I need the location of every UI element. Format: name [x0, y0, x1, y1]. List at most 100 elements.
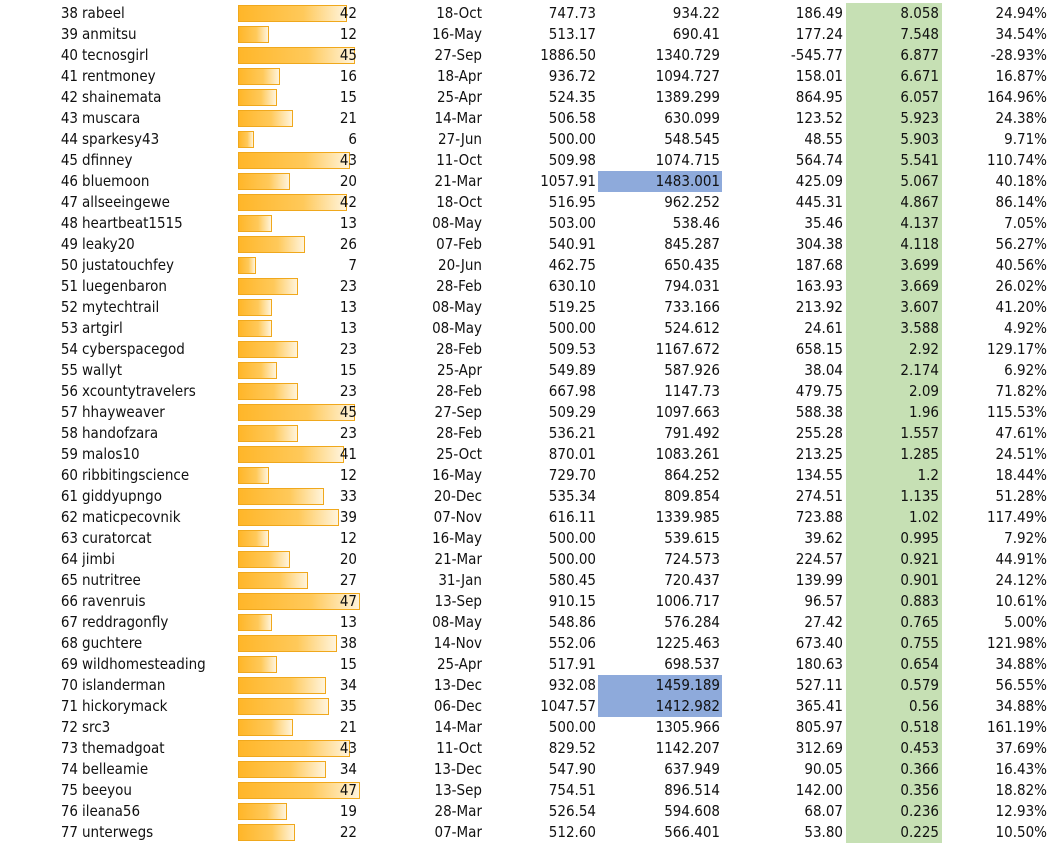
gain-cell[interactable]: 39.62	[804, 529, 843, 547]
current-value-cell[interactable]: 539.615	[664, 529, 720, 547]
current-value-cell[interactable]: 724.573	[664, 550, 720, 568]
rank-cell[interactable]: 64	[60, 550, 78, 568]
current-value-cell[interactable]: 1340.729	[655, 46, 720, 64]
username-cell[interactable]: wallyt	[82, 361, 123, 379]
percent-cell[interactable]: 110.74%	[986, 151, 1047, 169]
username-cell[interactable]: src3	[82, 718, 111, 736]
rank-cell[interactable]: 50	[60, 256, 78, 274]
date-cell[interactable]: 06-Dec	[433, 697, 482, 715]
start-value-cell[interactable]: 1047.57	[540, 697, 596, 715]
gain-cell[interactable]: 425.09	[795, 172, 843, 190]
percent-cell[interactable]: 34.88%	[995, 655, 1047, 673]
rate-cell[interactable]: 0.654	[846, 654, 942, 675]
percent-cell[interactable]: -28.93%	[990, 46, 1047, 64]
start-value-cell[interactable]: 500.00	[548, 130, 596, 148]
rate-cell[interactable]: 0.579	[846, 675, 942, 696]
percent-cell[interactable]: 121.98%	[986, 634, 1047, 652]
percent-cell[interactable]: 47.61%	[995, 424, 1047, 442]
start-value-cell[interactable]: 1057.91	[540, 172, 596, 190]
username-cell[interactable]: giddyupngo	[82, 487, 162, 505]
count-cell[interactable]: 12	[238, 24, 361, 45]
rate-cell[interactable]: 5.903	[846, 129, 942, 150]
rank-cell[interactable]: 47	[60, 193, 78, 211]
percent-cell[interactable]: 7.05%	[1004, 214, 1047, 232]
username-cell[interactable]: beeyou	[82, 781, 132, 799]
start-value-cell[interactable]: 870.01	[548, 445, 596, 463]
start-value-cell[interactable]: 829.52	[548, 739, 596, 757]
rank-cell[interactable]: 77	[60, 823, 78, 841]
date-cell[interactable]: 28-Feb	[436, 382, 482, 400]
current-value-cell[interactable]: 690.41	[672, 25, 720, 43]
start-value-cell[interactable]: 548.86	[548, 613, 596, 631]
start-value-cell[interactable]: 503.00	[548, 214, 596, 232]
current-value-cell[interactable]: 1389.299	[655, 88, 720, 106]
username-cell[interactable]: anmitsu	[82, 25, 137, 43]
username-cell[interactable]: leaky20	[82, 235, 135, 253]
username-cell[interactable]: guchtere	[82, 634, 143, 652]
gain-cell[interactable]: 68.07	[804, 802, 843, 820]
username-cell[interactable]: wildhomesteading	[82, 655, 206, 673]
date-cell[interactable]: 18-Oct	[436, 193, 482, 211]
username-cell[interactable]: hickorymack	[82, 697, 168, 715]
count-cell[interactable]: 39	[238, 507, 361, 528]
gain-cell[interactable]: 723.88	[795, 508, 843, 526]
gain-cell[interactable]: 24.61	[804, 319, 843, 337]
start-value-cell[interactable]: 630.10	[548, 277, 596, 295]
rank-cell[interactable]: 57	[60, 403, 78, 421]
gain-cell[interactable]: 163.93	[795, 277, 843, 295]
rank-cell[interactable]: 60	[60, 466, 78, 484]
rank-cell[interactable]: 61	[60, 487, 78, 505]
rate-cell[interactable]: 0.765	[846, 612, 942, 633]
start-value-cell[interactable]: 512.60	[548, 823, 596, 841]
date-cell[interactable]: 13-Sep	[434, 592, 482, 610]
start-value-cell[interactable]: 500.00	[548, 718, 596, 736]
rate-cell[interactable]: 2.174	[846, 360, 942, 381]
count-cell[interactable]: 42	[238, 3, 361, 24]
date-cell[interactable]: 20-Dec	[433, 487, 482, 505]
gain-cell[interactable]: 445.31	[795, 193, 843, 211]
current-value-cell[interactable]: 1142.207	[655, 739, 720, 757]
rank-cell[interactable]: 54	[60, 340, 78, 358]
date-cell[interactable]: 13-Dec	[433, 760, 482, 778]
current-value-cell[interactable]: 896.514	[664, 781, 720, 799]
start-value-cell[interactable]: 1886.50	[540, 46, 596, 64]
rate-cell[interactable]: 5.923	[846, 108, 942, 129]
username-cell[interactable]: maticpecovnik	[82, 508, 181, 526]
rank-cell[interactable]: 46	[60, 172, 78, 190]
rate-cell[interactable]: 0.755	[846, 633, 942, 654]
rate-cell[interactable]: 6.057	[846, 87, 942, 108]
date-cell[interactable]: 16-May	[432, 466, 482, 484]
start-value-cell[interactable]: 526.54	[548, 802, 596, 820]
percent-cell[interactable]: 18.82%	[995, 781, 1047, 799]
percent-cell[interactable]: 86.14%	[995, 193, 1047, 211]
count-cell[interactable]: 15	[238, 654, 361, 675]
gain-cell[interactable]: 158.01	[795, 67, 843, 85]
date-cell[interactable]: 16-May	[432, 529, 482, 547]
start-value-cell[interactable]: 747.73	[548, 4, 596, 22]
gain-cell[interactable]: 304.38	[795, 235, 843, 253]
start-value-cell[interactable]: 524.35	[548, 88, 596, 106]
gain-cell[interactable]: 805.97	[795, 718, 843, 736]
percent-cell[interactable]: 164.96%	[986, 88, 1047, 106]
percent-cell[interactable]: 24.94%	[995, 4, 1047, 22]
gain-cell[interactable]: 673.40	[795, 634, 843, 652]
count-cell[interactable]: 45	[238, 45, 361, 66]
current-value-cell[interactable]: 1006.717	[655, 592, 720, 610]
username-cell[interactable]: xcountytravelers	[82, 382, 196, 400]
count-cell[interactable]: 43	[238, 150, 361, 171]
gain-cell[interactable]: 27.42	[804, 613, 843, 631]
percent-cell[interactable]: 41.20%	[995, 298, 1047, 316]
start-value-cell[interactable]: 932.08	[548, 676, 596, 694]
username-cell[interactable]: heartbeat1515	[82, 214, 183, 232]
count-cell[interactable]: 15	[238, 87, 361, 108]
current-value-cell[interactable]: 1412.982	[598, 696, 722, 717]
percent-cell[interactable]: 71.82%	[995, 382, 1047, 400]
rank-cell[interactable]: 51	[60, 277, 78, 295]
rank-cell[interactable]: 69	[60, 655, 78, 673]
gain-cell[interactable]: 48.55	[804, 130, 843, 148]
percent-cell[interactable]: 10.50%	[995, 823, 1047, 841]
rank-cell[interactable]: 43	[60, 109, 78, 127]
gain-cell[interactable]: 177.24	[795, 25, 843, 43]
date-cell[interactable]: 18-Oct	[436, 4, 482, 22]
rate-cell[interactable]: 1.96	[846, 402, 942, 423]
